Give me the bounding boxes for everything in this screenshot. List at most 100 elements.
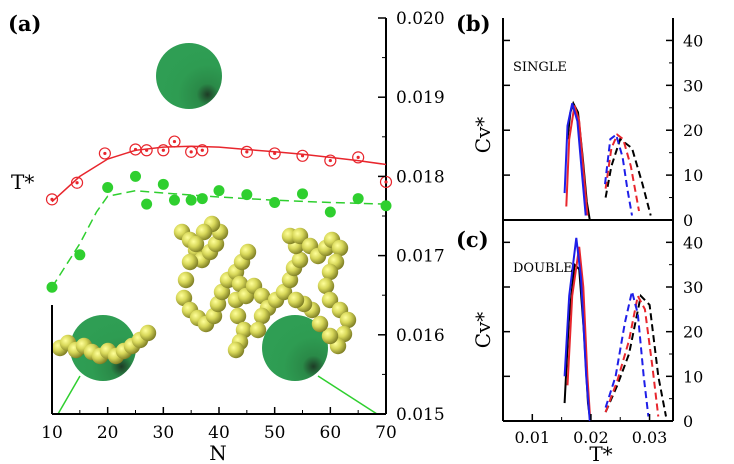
- panel-a-ylabel: T*: [11, 170, 34, 194]
- data-point: [241, 189, 253, 201]
- data-point-center: [75, 181, 79, 185]
- pointer-line-left: [57, 375, 81, 415]
- data-point-center: [328, 158, 332, 163]
- panel-c-series: [563, 237, 667, 422]
- panel-a-illustrations: [51, 43, 378, 415]
- bead: [321, 263, 339, 281]
- panel-a-fit-lines: [51, 145, 387, 288]
- y-tick-label: 10: [683, 367, 703, 386]
- data-point: [98, 147, 111, 160]
- data-point: [352, 193, 364, 205]
- panel-a-label: (a): [8, 11, 41, 36]
- fit-line-0: [51, 145, 387, 203]
- y-tick-label: 40: [683, 31, 703, 50]
- cv-curve-1: [566, 246, 592, 422]
- bead: [321, 327, 339, 345]
- fit-line-1: [51, 189, 387, 288]
- bead: [187, 235, 205, 253]
- data-point: [157, 178, 169, 190]
- bead: [239, 243, 257, 261]
- panel-b-frame: [502, 18, 674, 221]
- data-point-center: [384, 180, 388, 184]
- data-point: [268, 147, 281, 160]
- panel-b: (b) 0 10 20 30 40 SINGLE Cv*: [456, 11, 703, 230]
- y-tick-label: 20: [683, 121, 703, 140]
- data-point: [352, 151, 365, 164]
- data-point: [168, 194, 180, 206]
- data-point-center: [172, 139, 177, 144]
- x-tick-label: 50: [264, 423, 286, 443]
- panel-c-y-ticks: 0 10 20 30 40: [503, 233, 703, 431]
- x-tick-label: 0.02: [573, 428, 609, 447]
- data-point: [46, 281, 58, 293]
- cv-curve-2: [563, 237, 591, 422]
- data-point: [157, 144, 170, 157]
- data-point: [141, 198, 153, 210]
- panel-c-annotation: DOUBLE: [513, 261, 573, 276]
- bead: [181, 253, 199, 271]
- panel-b-annotation: SINGLE: [513, 60, 567, 75]
- data-point-center: [189, 150, 193, 154]
- data-point: [296, 149, 309, 162]
- cv-curve-5: [604, 133, 633, 216]
- panel-c-ylabel: Cv*: [471, 312, 495, 349]
- bead: [229, 307, 247, 325]
- x-tick-label: 60: [320, 423, 342, 443]
- data-point: [324, 206, 336, 218]
- data-point: [213, 185, 225, 197]
- polymer-beads: [51, 215, 357, 365]
- panel-c-x-ticks: 0.01 0.02 0.03: [514, 414, 667, 447]
- y-tick-label: 0.016: [396, 326, 445, 346]
- data-point: [168, 135, 181, 148]
- bead: [317, 277, 335, 295]
- data-point: [70, 176, 84, 189]
- panel-c-xlabel: T*: [589, 442, 612, 464]
- y-tick-label: 30: [683, 76, 703, 95]
- panel-a-markers: [45, 135, 393, 293]
- x-tick-label: 30: [153, 423, 175, 443]
- y-tick-label: 20: [683, 323, 703, 342]
- y-tick-label: 30: [683, 278, 703, 297]
- data-point-center: [200, 148, 204, 152]
- cv-curve-4: [604, 292, 660, 417]
- data-point: [45, 193, 59, 206]
- data-point: [185, 194, 197, 206]
- bead: [339, 311, 357, 329]
- y-tick-label: 0.017: [396, 247, 445, 267]
- panel-a-y-ticks: 0.015 0.016 0.017 0.018 0.019 0.020: [378, 9, 445, 425]
- bead: [311, 315, 329, 333]
- cv-curve-4: [604, 133, 640, 212]
- x-tick-label: 70: [375, 423, 397, 443]
- x-tick-label: 20: [97, 423, 119, 443]
- panel-c-label: (c): [456, 227, 489, 252]
- bead: [253, 307, 271, 325]
- panel-a-xlabel: N: [209, 441, 227, 464]
- x-tick-label: 10: [41, 423, 63, 443]
- y-tick-label: 0.015: [396, 405, 445, 425]
- cv-curve-2: [563, 103, 587, 216]
- data-point: [196, 144, 209, 157]
- bead: [177, 271, 195, 289]
- x-tick-label: 40: [208, 423, 230, 443]
- data-point-center: [356, 155, 360, 159]
- data-point: [269, 197, 281, 209]
- bead: [331, 239, 349, 257]
- panel-b-y-ticks: 0 10 20 30 40: [503, 31, 703, 230]
- data-point: [380, 200, 392, 212]
- y-tick-label: 40: [683, 233, 703, 252]
- y-tick-label: 0.018: [396, 167, 445, 187]
- bead: [249, 321, 267, 339]
- x-tick-label: 0.01: [514, 428, 550, 447]
- panel-c: (c) 0 10 20 30 40 0.01 0.02 0.03 DOUBLE Cv* T*: [456, 219, 703, 464]
- panel-a: (a) 10 20 30 40 50 60 70 0.0150.0160.0170.0180…: [8, 9, 445, 464]
- data-point: [297, 188, 308, 200]
- data-point-center: [245, 150, 249, 154]
- y-tick-label: 0: [683, 412, 693, 431]
- data-point-center: [50, 197, 54, 201]
- data-point: [130, 170, 141, 182]
- panel-b-label: (b): [456, 11, 491, 36]
- bead: [321, 291, 339, 309]
- pointer-line-right: [317, 375, 378, 415]
- data-point-center: [145, 148, 149, 152]
